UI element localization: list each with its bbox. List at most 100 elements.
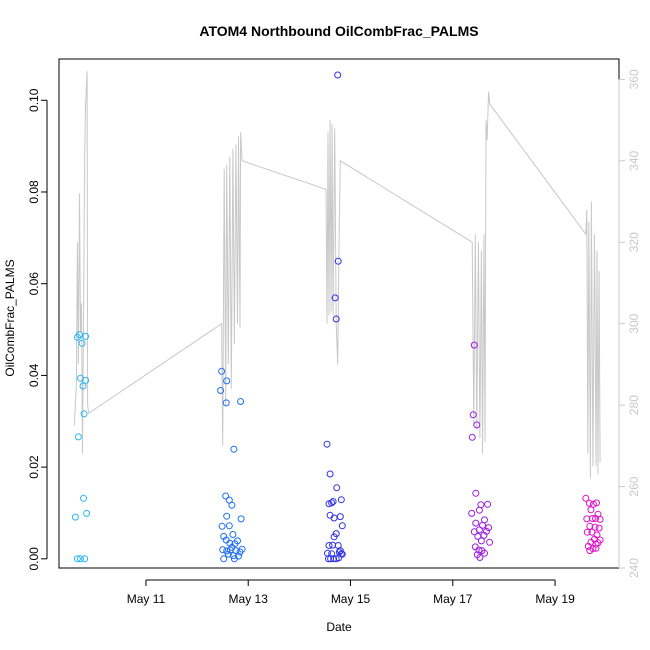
data-point: [323, 440, 331, 448]
data-point: [338, 522, 346, 530]
secondary-tick-label: 320: [627, 232, 641, 252]
data-point: [325, 542, 333, 549]
data-point: [336, 547, 344, 555]
data-point: [592, 544, 600, 552]
data-point: [475, 506, 483, 514]
secondary-tick-label: 340: [627, 150, 641, 170]
data-point: [326, 470, 334, 478]
secondary-trace-layer: [73, 71, 601, 479]
data-point: [225, 522, 233, 530]
data-point: [474, 532, 482, 540]
data-point: [218, 367, 226, 375]
data-point: [329, 498, 337, 505]
plot-frame: [58, 58, 620, 569]
data-point: [226, 546, 234, 554]
data-point: [331, 294, 339, 302]
y-tick-label: 0.04: [27, 363, 41, 387]
data-point: [237, 398, 245, 405]
data-point: [229, 552, 237, 560]
data-point: [76, 331, 83, 339]
data-point: [468, 433, 476, 441]
data-point: [81, 555, 89, 563]
data-point: [476, 554, 484, 561]
data-point: [220, 555, 228, 563]
data-point: [222, 399, 230, 407]
data-point: [470, 341, 478, 349]
data-point: [585, 499, 593, 507]
data-point: [335, 554, 343, 562]
data-point: [226, 539, 234, 547]
y-tick-label: 0.10: [27, 88, 41, 112]
data-point: [472, 519, 480, 527]
y-tick-label: 0.02: [27, 455, 41, 479]
data-point: [223, 377, 231, 385]
data-point: [78, 339, 86, 347]
scatter-points-layer: [71, 71, 604, 563]
x-tick-label: May 13: [229, 592, 269, 606]
data-point: [468, 509, 476, 517]
data-point: [218, 522, 226, 530]
data-point: [591, 523, 599, 531]
x-axis-label: Date: [326, 620, 352, 634]
data-point: [330, 555, 338, 563]
data-point: [329, 541, 337, 549]
data-point: [230, 555, 238, 563]
data-point: [587, 506, 595, 514]
data-point: [596, 515, 604, 523]
y-tick-label: 0.00: [27, 547, 41, 571]
y-axis: 0.00 0.02 0.04 0.06 0.08 0.10: [27, 88, 48, 571]
secondary-trace-line: [73, 71, 601, 479]
data-point: [595, 524, 603, 532]
secondary-tick-label: 360: [627, 69, 641, 89]
data-point: [586, 547, 594, 555]
data-point: [470, 528, 478, 536]
data-point: [475, 546, 483, 554]
data-point: [82, 376, 90, 384]
data-point: [80, 410, 88, 418]
data-point: [473, 421, 481, 429]
data-point: [593, 499, 600, 507]
data-point: [481, 549, 488, 557]
data-point: [73, 555, 81, 563]
y-axis-label: OilCombFrac_PALMS: [3, 259, 17, 376]
x-tick-label: May 17: [433, 592, 473, 606]
y-tick-label: 0.08: [27, 180, 41, 204]
data-point: [325, 555, 332, 563]
data-point: [222, 492, 230, 500]
data-point: [74, 433, 82, 441]
data-point: [334, 257, 342, 265]
y-tick-label: 0.06: [27, 272, 41, 296]
data-point: [333, 484, 341, 492]
data-point: [337, 496, 345, 504]
data-point: [325, 500, 333, 508]
secondary-tick-label: 280: [627, 395, 641, 415]
data-point: [79, 382, 87, 390]
data-point: [586, 522, 594, 530]
data-point: [477, 537, 485, 545]
x-tick-label: May 19: [535, 592, 575, 606]
data-point: [471, 543, 479, 551]
secondary-y-axis: 240 260 280 300 320 340 360: [618, 69, 641, 578]
secondary-tick-label: 300: [627, 313, 641, 333]
data-point: [486, 538, 494, 546]
data-point: [83, 509, 91, 517]
data-point: [583, 515, 591, 523]
data-point: [330, 533, 338, 541]
data-point: [237, 515, 245, 523]
secondary-tick-label: 240: [627, 558, 641, 578]
data-point: [77, 555, 84, 563]
data-point: [82, 332, 90, 340]
data-point: [332, 315, 340, 323]
chart-title: ATOM4 Northbound OilCombFrac_PALMS: [199, 23, 478, 39]
data-point: [236, 548, 244, 556]
data-point: [229, 531, 237, 538]
data-point: [336, 513, 344, 521]
data-point: [223, 512, 231, 520]
data-point: [80, 494, 87, 502]
data-point: [338, 550, 346, 558]
data-point: [485, 524, 493, 532]
data-point: [217, 387, 225, 394]
data-point: [230, 445, 238, 453]
data-point: [582, 494, 590, 502]
